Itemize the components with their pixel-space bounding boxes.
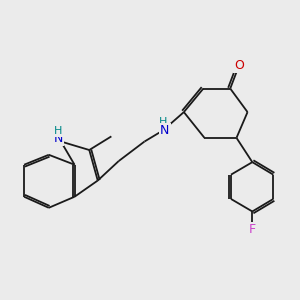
Text: F: F xyxy=(249,224,256,236)
Text: H: H xyxy=(54,126,62,136)
Text: N: N xyxy=(53,132,63,145)
Text: N: N xyxy=(160,124,169,137)
Text: H: H xyxy=(159,117,167,128)
Text: O: O xyxy=(234,59,244,72)
